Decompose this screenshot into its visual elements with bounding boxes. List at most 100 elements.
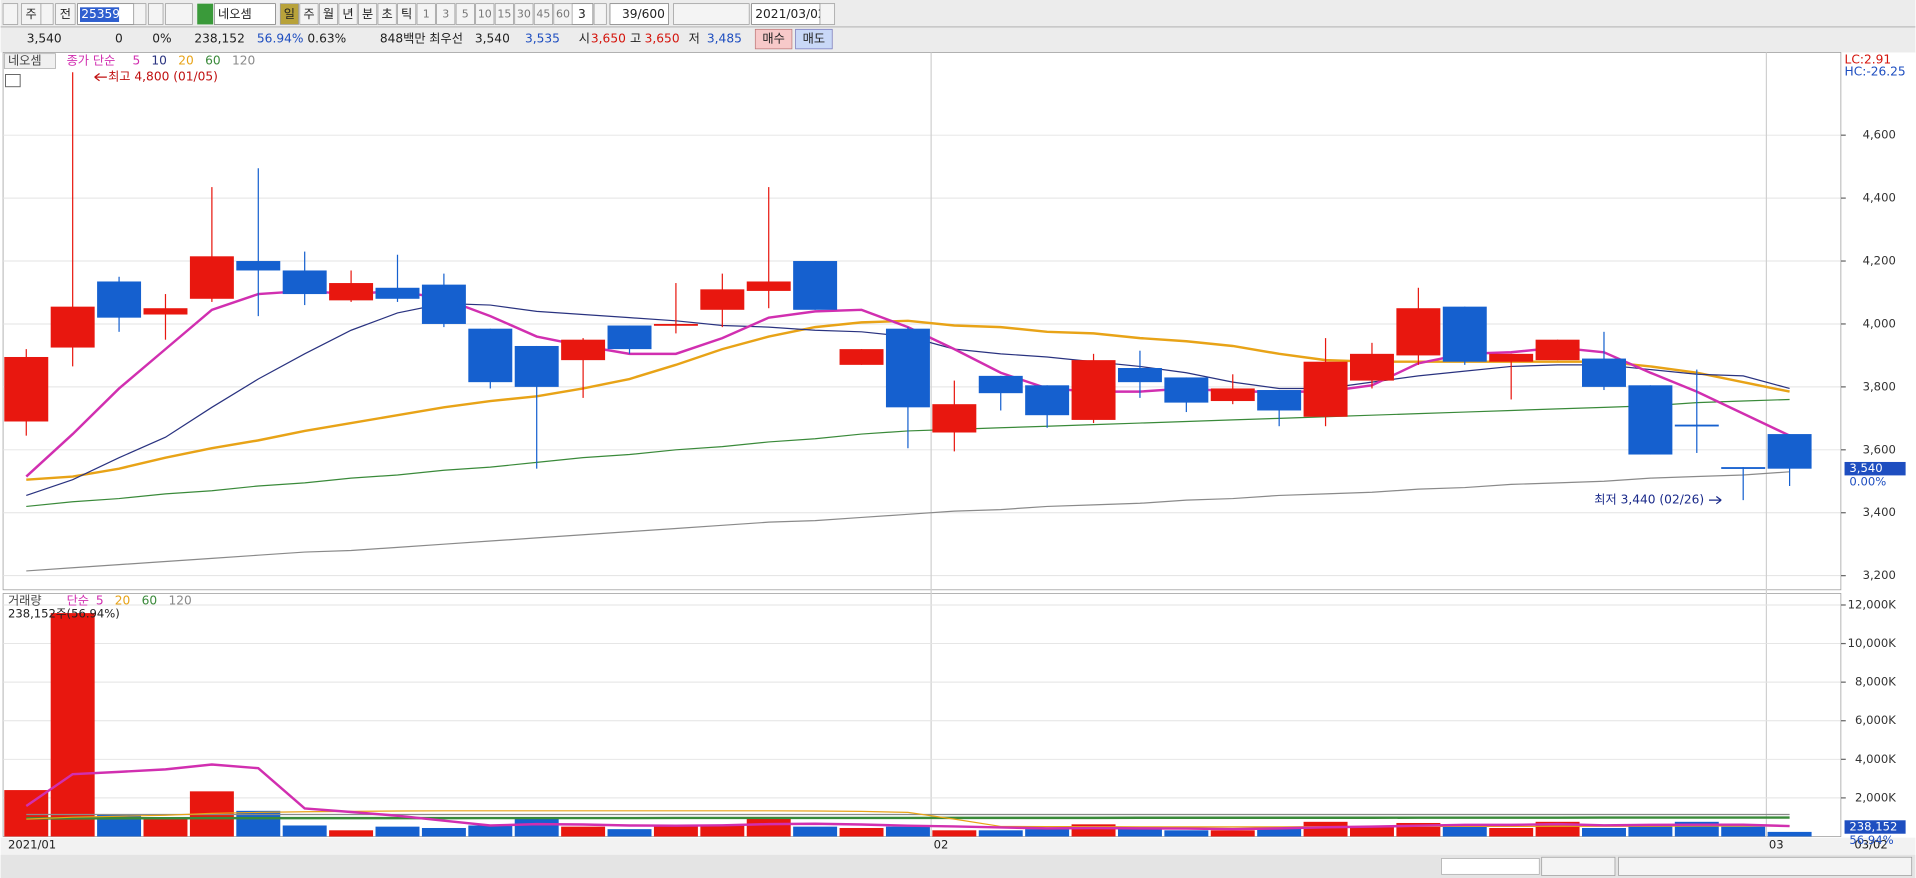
volume-bar (514, 818, 559, 837)
x-tick-label: 03 (1769, 838, 1784, 852)
candle-body (1582, 358, 1626, 387)
interval-button[interactable] (475, 3, 495, 25)
volume-bar (1442, 825, 1487, 837)
legend-prefix: 단순 (67, 593, 89, 607)
last-change: 0.00% (1849, 475, 1886, 489)
candle-body (514, 345, 559, 387)
interval-button[interactable] (455, 3, 475, 25)
ask: 3,540 (475, 32, 510, 46)
annotation: 최고 4,800 (01/05) (108, 70, 218, 84)
volume-bar (468, 825, 513, 837)
legend-title: 네오셈 (8, 54, 42, 68)
ma-line (25, 763, 1790, 831)
x-tick-label: 2021/01 (8, 838, 56, 852)
end-date: 03/02 (1854, 838, 1887, 852)
grid-icon[interactable] (5, 74, 21, 88)
volume-bar (1767, 831, 1812, 837)
period-button[interactable] (338, 3, 358, 25)
period-button[interactable] (358, 3, 378, 25)
change: 0 (115, 32, 123, 46)
y-tick-label: 3,600 (1863, 442, 1896, 456)
interval-input-value: 3 (578, 7, 586, 21)
interval: 60 (556, 8, 570, 21)
period-button[interactable] (377, 3, 397, 25)
candle-body (1674, 424, 1719, 427)
interval: 30 (517, 8, 531, 21)
candle-body (50, 306, 95, 348)
tool-icons[interactable] (673, 3, 750, 25)
price: 3,540 (27, 32, 62, 46)
annotation-arrow (1709, 495, 1722, 505)
candle-body (1349, 353, 1394, 381)
scope-button[interactable] (55, 3, 76, 25)
candle-body (421, 284, 466, 324)
volume-bar (700, 825, 745, 837)
candle-body (468, 328, 513, 383)
search-icon[interactable] (148, 3, 164, 25)
candle-body (653, 323, 698, 326)
volume-bar (1117, 827, 1162, 837)
y-tick-label: 4,400 (1863, 191, 1896, 205)
candle-body (1303, 361, 1348, 417)
scrollbar[interactable] (0, 854, 1916, 878)
candle-body (1721, 467, 1766, 469)
y-tick-label: 3,800 (1863, 379, 1896, 393)
last-ratio: 56.94% (1849, 833, 1893, 847)
menu-icon[interactable] (2, 3, 19, 25)
period-button[interactable] (397, 3, 417, 25)
candle-body (189, 256, 234, 299)
high: 3,650 (645, 32, 680, 46)
date-bar (0, 837, 1916, 855)
interval: 10 (478, 8, 492, 21)
last-price-box (1844, 461, 1906, 476)
candle-body (375, 287, 420, 299)
period-button[interactable] (318, 3, 339, 25)
annotation-arrow (94, 72, 107, 82)
candle-body (143, 308, 188, 315)
interval: 3 (442, 8, 449, 21)
volume-bar (236, 810, 281, 837)
calendar-icon[interactable] (819, 3, 836, 25)
last-price: 3,540 (1849, 461, 1882, 475)
legend-entry: 5 (96, 593, 104, 607)
sound-icon[interactable] (165, 3, 193, 25)
legend-entry: 60 (142, 593, 158, 607)
period: 주 (303, 7, 314, 21)
y-tick-label: 4,200 (1863, 254, 1896, 268)
interval-button[interactable] (533, 3, 553, 25)
annotation: 최저 3,440 (02/26) (1594, 493, 1704, 507)
interval-button[interactable] (416, 3, 436, 25)
legend-entry: 120 (232, 54, 255, 68)
playback-buttons[interactable] (1541, 856, 1616, 876)
legend-entry: 20 (115, 593, 131, 607)
candle-body (1210, 388, 1255, 402)
last-volume-box (1844, 820, 1906, 834)
x-tick-label: 02 (934, 838, 949, 852)
dropdown[interactable] (593, 3, 607, 25)
caption: 238,152주(56.94%) (8, 607, 120, 621)
period-button[interactable] (299, 3, 319, 25)
period: 월 (323, 7, 334, 21)
y-tick-label: 2,000K (1855, 790, 1896, 804)
volume-bar (1628, 824, 1673, 837)
legend-prefix: 종가 단순 (67, 54, 116, 68)
candle-body (4, 356, 49, 422)
interval-button[interactable] (553, 3, 573, 25)
period-button[interactable] (279, 3, 299, 25)
scroll-thumb[interactable] (1441, 858, 1540, 875)
sell-button[interactable] (795, 28, 833, 50)
zoom-controls[interactable] (1618, 856, 1913, 876)
interval-button[interactable] (436, 3, 456, 25)
interval-button[interactable] (514, 3, 534, 25)
dropdown[interactable] (133, 3, 147, 25)
count-field[interactable] (609, 3, 669, 25)
interval-button[interactable] (494, 3, 514, 25)
dropdown[interactable] (40, 3, 54, 25)
volume-bar (746, 818, 791, 837)
legend-entry: 60 (205, 54, 221, 68)
y-tick-label: 10,000K (1848, 636, 1897, 650)
buy-button[interactable] (754, 28, 793, 50)
candle-body (1535, 339, 1580, 361)
